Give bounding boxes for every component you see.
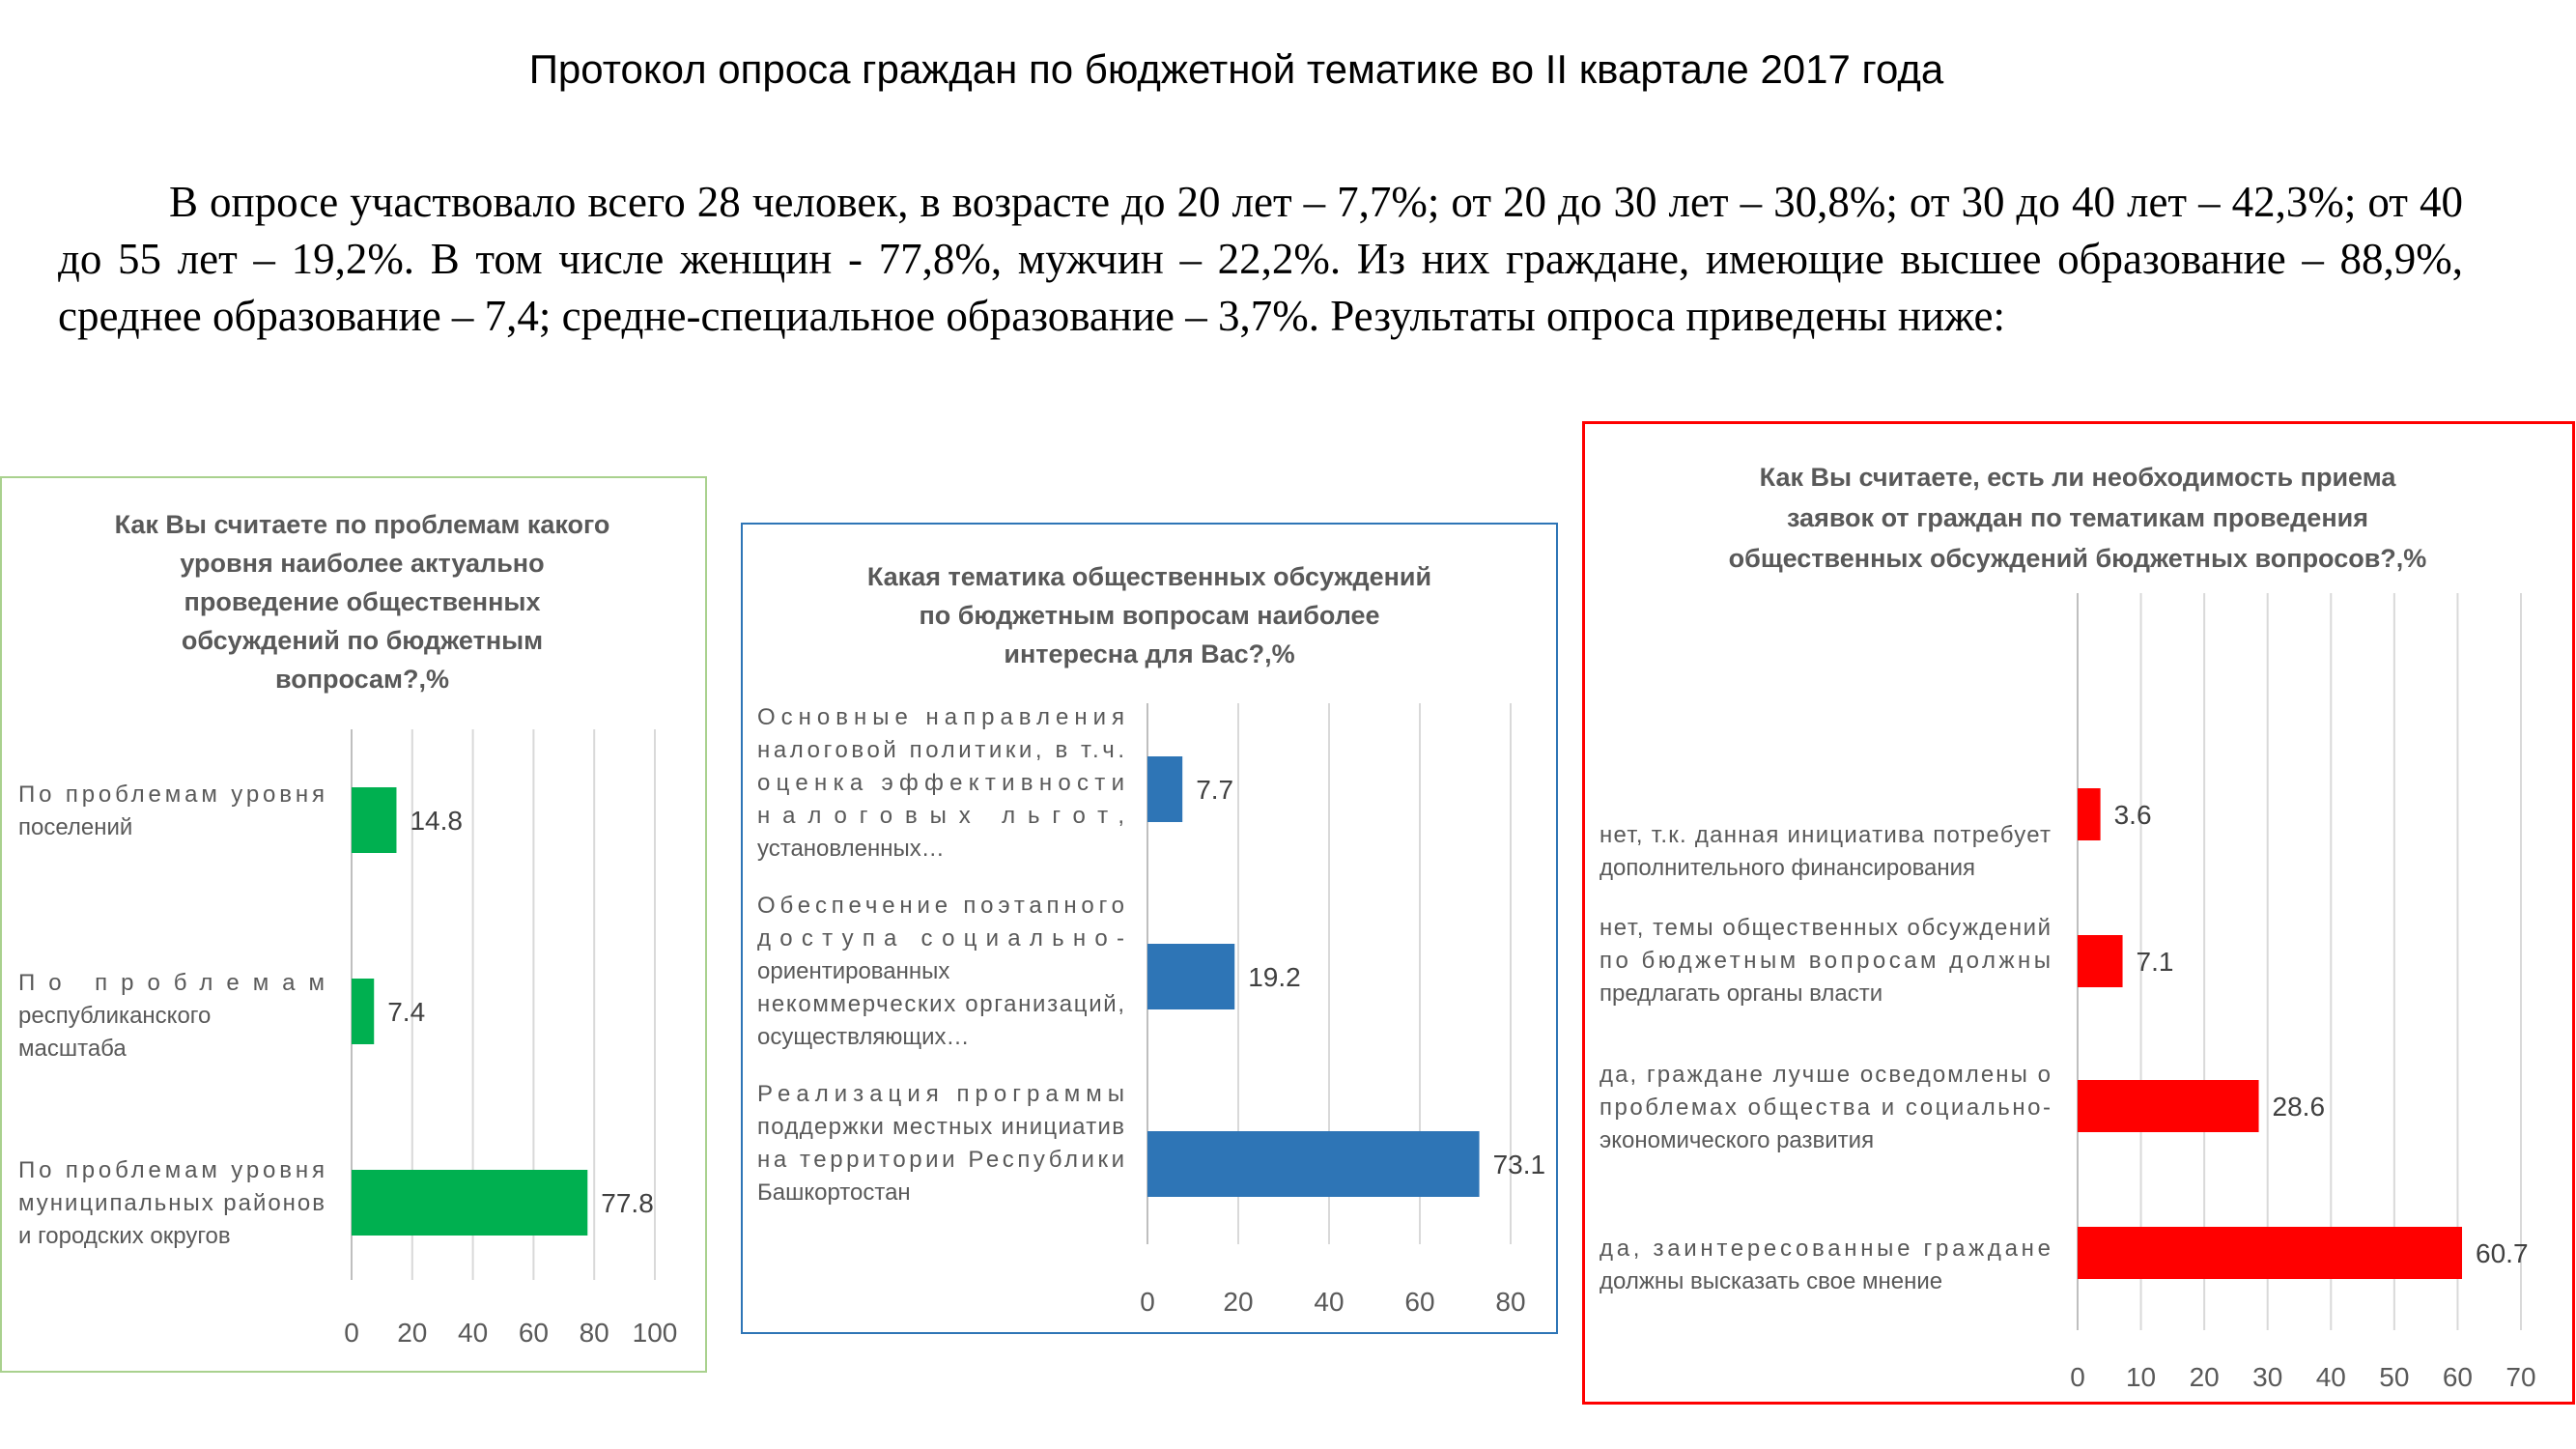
bar-value-label: 60.7 xyxy=(2476,1238,2529,1268)
x-tick-label: 0 xyxy=(2070,1362,2085,1392)
category-label-line: да, граждане лучше осведомлены о xyxy=(1599,1062,2051,1088)
category-label-line: масштаба xyxy=(18,1036,127,1062)
x-tick-label: 60 xyxy=(2443,1362,2473,1392)
x-tick-label: 50 xyxy=(2379,1362,2409,1392)
category-label-line: Обеспечение поэтапного xyxy=(757,893,1124,919)
bar xyxy=(1147,1131,1480,1197)
category-label-line: некоммерческих организаций, xyxy=(757,991,1124,1017)
category-label-line: республиканского xyxy=(18,1003,211,1029)
category-label-line: По проблемам xyxy=(18,970,325,996)
category-label-line: Реализация программы xyxy=(757,1081,1124,1107)
category-label-line: нет, темы общественных обсуждений xyxy=(1599,915,2051,941)
x-tick-label: 20 xyxy=(2190,1362,2220,1392)
chart-applications: Как Вы считаете, есть ли необходимость п… xyxy=(1599,463,2536,1392)
category-label-line: да, заинтересованные граждане xyxy=(1599,1236,2051,1262)
category-label-line: проблемах общества и социально- xyxy=(1599,1094,2051,1121)
category-label-line: По проблемам уровня xyxy=(18,781,325,808)
x-tick-label: 20 xyxy=(397,1318,427,1348)
category-label-line: экономического развития xyxy=(1599,1127,1874,1153)
category-label-line: нет, т.к. данная инициатива потребует xyxy=(1599,822,2051,848)
category-label-line: муниципальных районов xyxy=(18,1190,325,1216)
x-tick-label: 40 xyxy=(1314,1287,1344,1317)
category-label-line: ориентированных xyxy=(757,958,949,984)
category-label-line: осуществляющих… xyxy=(757,1024,970,1050)
chart-title-line: заявок от граждан по тематикам проведени… xyxy=(1787,503,2368,532)
x-tick-label: 40 xyxy=(458,1318,488,1348)
x-tick-label: 0 xyxy=(344,1318,359,1348)
x-tick-label: 80 xyxy=(580,1318,609,1348)
category-label-line: По проблемам уровня xyxy=(18,1157,325,1183)
x-tick-label: 40 xyxy=(2316,1362,2346,1392)
category-label-line: налоговой политики, в т.ч. xyxy=(757,737,1124,763)
bar xyxy=(1147,944,1235,1009)
bar-value-label: 14.8 xyxy=(410,806,463,836)
chart-panel-topics: Какая тематика общественных обсуждений по… xyxy=(741,523,1558,1334)
page-title: Протокол опроса граждан по бюджетной тем… xyxy=(528,46,1944,92)
category-label-line: налоговых льгот, xyxy=(757,803,1124,829)
chart-title-line: вопросам?,% xyxy=(275,665,449,694)
bar-value-label: 77.8 xyxy=(601,1188,654,1218)
chart-panel-applications: Как Вы считаете, есть ли необходимость п… xyxy=(1582,421,2575,1405)
x-tick-label: 100 xyxy=(633,1318,678,1348)
chart-title-line: Как Вы считаете по проблемам какого xyxy=(115,510,610,539)
chart-title-line: уровня наиболее актуально xyxy=(180,549,544,578)
chart-panel-levels: Как Вы считаете по проблемам какого уровн… xyxy=(0,476,707,1373)
bar xyxy=(352,787,397,853)
x-tick-label: 10 xyxy=(2126,1362,2156,1392)
category-label-line: на территории Республики xyxy=(757,1147,1124,1173)
chart-title-line: проведение общественных xyxy=(184,587,541,616)
bar xyxy=(352,1170,588,1236)
category-label-line: установленных… xyxy=(757,836,945,862)
bar xyxy=(2078,788,2101,840)
category-label-line: поддержки местных инициатив xyxy=(757,1114,1124,1140)
category-label-line: Основные направления xyxy=(757,704,1124,730)
x-tick-label: 20 xyxy=(1223,1287,1253,1317)
chart-levels: Как Вы считаете по проблемам какого уровн… xyxy=(18,510,678,1348)
chart-topics: Какая тематика общественных обсуждений по… xyxy=(757,562,1546,1317)
x-tick-label: 60 xyxy=(1404,1287,1434,1317)
bar-value-label: 7.1 xyxy=(2137,947,2174,977)
x-tick-label: 60 xyxy=(519,1318,549,1348)
category-label-line: оценка эффективности xyxy=(757,770,1124,796)
bar-value-label: 7.7 xyxy=(1196,775,1233,805)
category-label-line: доступа социально- xyxy=(757,925,1124,952)
chart-title-line: по бюджетным вопросам наиболее xyxy=(919,601,1379,630)
category-label-line: предлагать органы власти xyxy=(1599,980,1882,1007)
chart-title-line: общественных обсуждений бюджетных вопрос… xyxy=(1729,544,2427,573)
chart-title-line: Какая тематика общественных обсуждений xyxy=(867,562,1431,591)
chart-title-line: Как Вы считаете, есть ли необходимость п… xyxy=(1760,463,2397,492)
bar xyxy=(1147,756,1183,822)
bar xyxy=(2078,1227,2463,1279)
x-tick-label: 80 xyxy=(1495,1287,1525,1317)
x-tick-label: 30 xyxy=(2252,1362,2282,1392)
category-label-line: по бюджетным вопросам должны xyxy=(1599,948,2051,974)
x-tick-label: 70 xyxy=(2505,1362,2535,1392)
bar-value-label: 3.6 xyxy=(2114,800,2152,830)
bar xyxy=(352,979,375,1044)
category-label-line: должны высказать свое мнение xyxy=(1599,1268,1942,1294)
intro-paragraph: В опросе участвовало всего 28 человек, в… xyxy=(58,178,2463,340)
category-label-line: дополнительного финансирования xyxy=(1599,855,1975,881)
bar xyxy=(2078,1080,2259,1132)
bar-value-label: 19.2 xyxy=(1248,962,1301,992)
chart-title-line: обсуждений по бюджетным xyxy=(182,626,543,655)
category-label-line: поселений xyxy=(18,814,132,840)
category-label-line: и городских округов xyxy=(18,1223,231,1249)
chart-title-line: интересна для Вас?,% xyxy=(1004,639,1294,668)
x-tick-label: 0 xyxy=(1140,1287,1155,1317)
category-label-line: Башкортостан xyxy=(757,1179,911,1206)
bar-value-label: 73.1 xyxy=(1493,1150,1546,1179)
bar-value-label: 7.4 xyxy=(387,997,425,1027)
bar xyxy=(2078,935,2123,987)
bar-value-label: 28.6 xyxy=(2273,1092,2326,1122)
